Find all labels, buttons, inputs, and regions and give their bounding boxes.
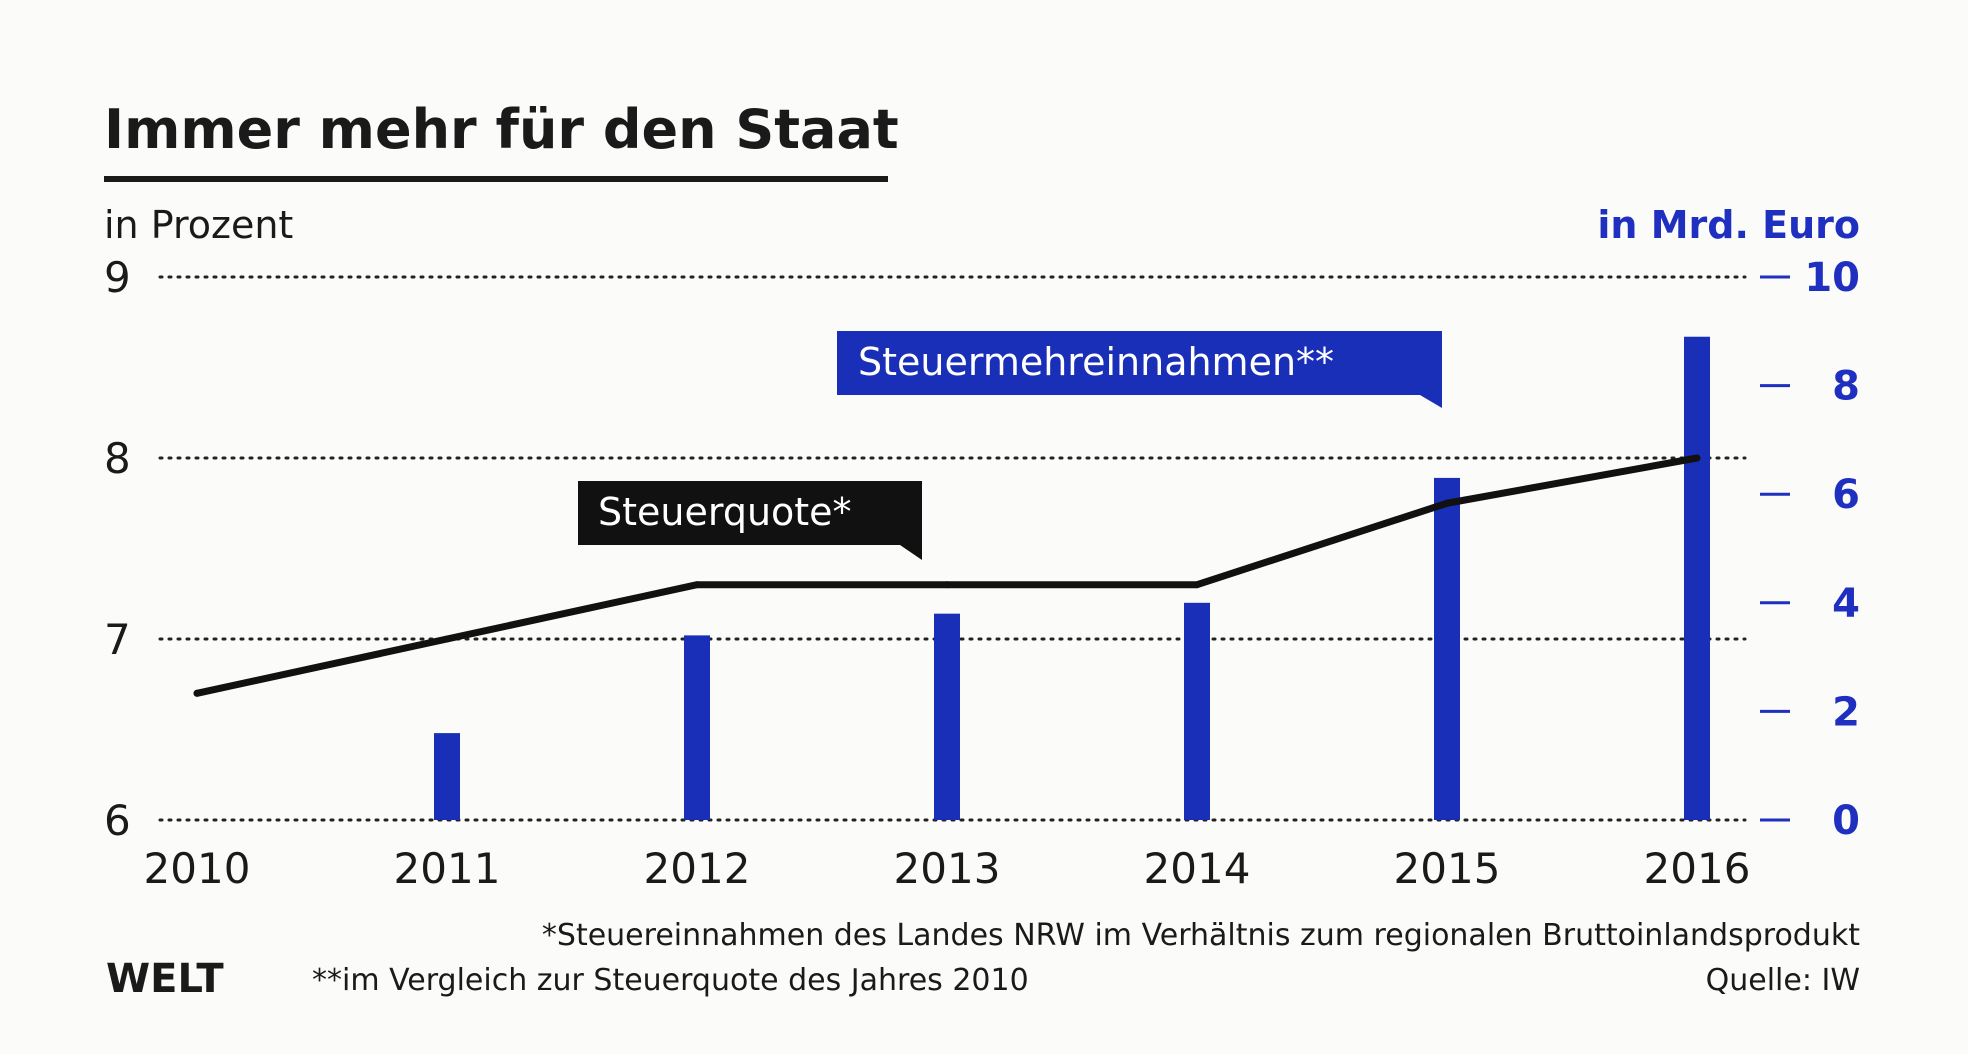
bar-series-callout: Steuermehreinnahmen**	[837, 331, 1442, 408]
welt-logo: WELT	[106, 956, 224, 1002]
right-tick-label: 0	[1832, 798, 1860, 844]
left-tick-label: 7	[104, 615, 131, 664]
right-axis-unit: in Mrd. Euro	[1597, 203, 1860, 247]
x-tick-label: 2015	[1394, 844, 1501, 893]
bar	[934, 613, 960, 820]
left-tick-label: 9	[104, 253, 131, 302]
chart-title: Immer mehr für den Staat	[104, 98, 899, 161]
bar	[1684, 336, 1710, 820]
bar	[1184, 602, 1210, 820]
x-tick-label: 2012	[644, 844, 751, 893]
x-tick-label: 2014	[1144, 844, 1251, 893]
x-axis-ticks: 2010 2011 2012 2013 2014 2015 2016	[144, 844, 1751, 893]
footnote-1: *Steuereinnahmen des Landes NRW im Verhä…	[542, 918, 1860, 953]
x-tick-label: 2011	[394, 844, 501, 893]
x-tick-label: 2010	[144, 844, 251, 893]
right-tick-label: 2	[1832, 689, 1860, 735]
right-tick-label: 8	[1832, 364, 1860, 410]
line-series-callout: Steuerquote*	[578, 481, 922, 560]
left-tick-label: 8	[104, 434, 131, 483]
line-point	[443, 635, 451, 643]
line-point	[193, 689, 201, 697]
line-series-label: Steuerquote*	[598, 490, 852, 534]
line-point	[943, 581, 951, 589]
right-tick-label: 10	[1804, 255, 1860, 301]
right-axis-ticks: 0 2 4 6 8 10	[1760, 255, 1860, 844]
right-tick-label: 6	[1832, 472, 1860, 518]
right-tick-label: 4	[1832, 581, 1860, 627]
title-underline	[104, 176, 888, 182]
line-point	[1443, 499, 1451, 507]
x-tick-label: 2013	[894, 844, 1001, 893]
bar	[684, 635, 710, 820]
left-tick-label: 6	[104, 796, 131, 845]
line-series	[193, 454, 1701, 697]
line-point	[1193, 581, 1201, 589]
left-axis-ticks: 6 7 8 9	[104, 253, 131, 845]
bar	[1434, 477, 1460, 820]
line-point	[693, 581, 701, 589]
left-axis-unit: in Prozent	[104, 203, 293, 247]
x-tick-label: 2016	[1644, 844, 1751, 893]
source-note: Quelle: IW	[1706, 963, 1860, 998]
bar-series-label: Steuermehreinnahmen**	[858, 340, 1334, 384]
footnote-2: **im Vergleich zur Steuerquote des Jahre…	[312, 963, 1029, 998]
line-point	[1693, 454, 1701, 462]
bar	[434, 733, 460, 820]
bar-series	[434, 336, 1710, 820]
